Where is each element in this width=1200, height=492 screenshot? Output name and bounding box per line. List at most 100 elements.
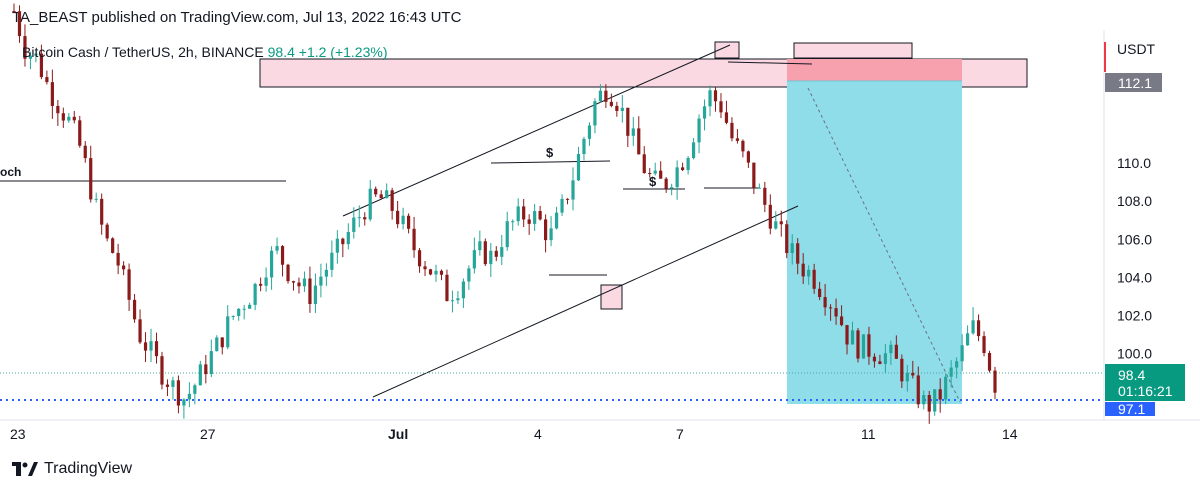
- candle-body: [461, 281, 465, 299]
- candle-body: [982, 336, 986, 353]
- candle-body: [138, 319, 142, 343]
- liquidity-annotation-1: $: [546, 145, 554, 160]
- channel-lower-line: [372, 205, 799, 398]
- candle-body: [209, 351, 213, 375]
- candle-body: [61, 113, 65, 121]
- symbol-name: Bitcoin Cash / TetherUS, 2h, BINANCE: [22, 44, 264, 60]
- y-tick-label: 100.0: [1117, 345, 1152, 361]
- y-tick-label: 110.0: [1117, 155, 1151, 171]
- candle-body: [324, 269, 328, 277]
- candle-body: [67, 116, 71, 121]
- candle-body: [653, 170, 657, 174]
- candle-body: [132, 299, 137, 320]
- candle-body: [949, 367, 953, 377]
- candle-body: [522, 206, 526, 220]
- candle-body: [215, 337, 219, 352]
- candle-body: [861, 334, 866, 359]
- candle-body: [423, 266, 427, 270]
- candle-body: [39, 53, 44, 78]
- candle-body: [401, 215, 405, 225]
- candle-body: [406, 215, 411, 229]
- candle-body: [308, 278, 312, 305]
- candle-body: [648, 173, 652, 175]
- candle-body: [434, 270, 438, 275]
- candle-body: [976, 320, 981, 337]
- x-tick-label: 11: [861, 426, 876, 442]
- candle-body: [702, 106, 707, 119]
- candle-body: [719, 101, 723, 113]
- candle-body: [741, 140, 745, 152]
- candle-body: [269, 250, 274, 278]
- liquidity-annotation-2: $: [649, 174, 657, 189]
- candle-body: [965, 333, 970, 346]
- candle-body: [609, 101, 613, 106]
- candle-body: [560, 198, 564, 213]
- candle-body: [785, 224, 789, 254]
- candle-body: [615, 105, 619, 111]
- x-tick-label: 7: [676, 426, 684, 442]
- candle-body: [12, 10, 16, 12]
- x-tick-label: Jul: [388, 426, 408, 442]
- candle-body: [900, 358, 904, 382]
- candle-body: [691, 142, 696, 158]
- candle-body: [341, 238, 345, 245]
- candle-body: [83, 145, 87, 159]
- candle-body: [571, 180, 575, 200]
- brand[interactable]: TradingView: [12, 460, 132, 478]
- candle-body: [587, 125, 592, 139]
- candle-body: [593, 101, 597, 126]
- target-price-text: 97.1: [1118, 401, 1145, 417]
- publisher-header: TA_BEAST published on TradingView.com, J…: [12, 9, 462, 26]
- candle-body: [812, 269, 816, 289]
- candle-body: [45, 77, 49, 83]
- candle-body: [933, 389, 937, 412]
- currency-marker: [1104, 42, 1106, 72]
- candle-body: [670, 187, 674, 189]
- candle-body: [883, 353, 887, 364]
- legend-change: +1.2 (+1.23%): [298, 44, 388, 60]
- projection-line: [807, 87, 961, 403]
- candle-body: [730, 122, 734, 139]
- candle-body: [122, 265, 126, 270]
- candle-body: [291, 281, 296, 283]
- candle-body: [23, 36, 27, 59]
- candle-body: [894, 344, 898, 359]
- candle-body: [889, 344, 893, 354]
- candle-body: [182, 399, 186, 406]
- candle-body: [538, 211, 542, 220]
- candle-body: [357, 217, 361, 219]
- candle-body: [374, 188, 378, 195]
- candle-body: [713, 90, 718, 102]
- candle-body: [165, 384, 170, 387]
- channel-upper-line: [342, 44, 731, 217]
- candle-body: [911, 372, 915, 376]
- candle-body: [675, 167, 679, 188]
- candle-body: [631, 128, 635, 136]
- candles: [12, 3, 997, 424]
- candle-body: [280, 246, 285, 265]
- candle-body: [637, 128, 641, 155]
- candle-body: [478, 241, 482, 251]
- candle-body: [171, 380, 175, 387]
- candle-body: [955, 361, 959, 368]
- candle-body: [626, 107, 630, 136]
- target-price-tag: [1105, 402, 1155, 416]
- candle-body: [34, 53, 38, 56]
- candle-body: [176, 380, 181, 406]
- candle-body: [319, 276, 323, 286]
- candle-body: [856, 330, 860, 359]
- candle-body: [681, 167, 685, 171]
- y-tick-label: 108.0: [1117, 193, 1152, 209]
- y-tick-label: 106.0: [1117, 231, 1152, 247]
- candle-body: [237, 308, 241, 317]
- stop-loss-area: [787, 59, 962, 81]
- candle-body: [231, 316, 235, 318]
- candle-body: [368, 188, 372, 220]
- candle-body: [511, 221, 515, 223]
- candle-body: [938, 389, 942, 400]
- target-area: [787, 81, 962, 404]
- candle-body: [313, 285, 318, 305]
- candle-body: [878, 361, 882, 364]
- candle-body: [604, 90, 608, 102]
